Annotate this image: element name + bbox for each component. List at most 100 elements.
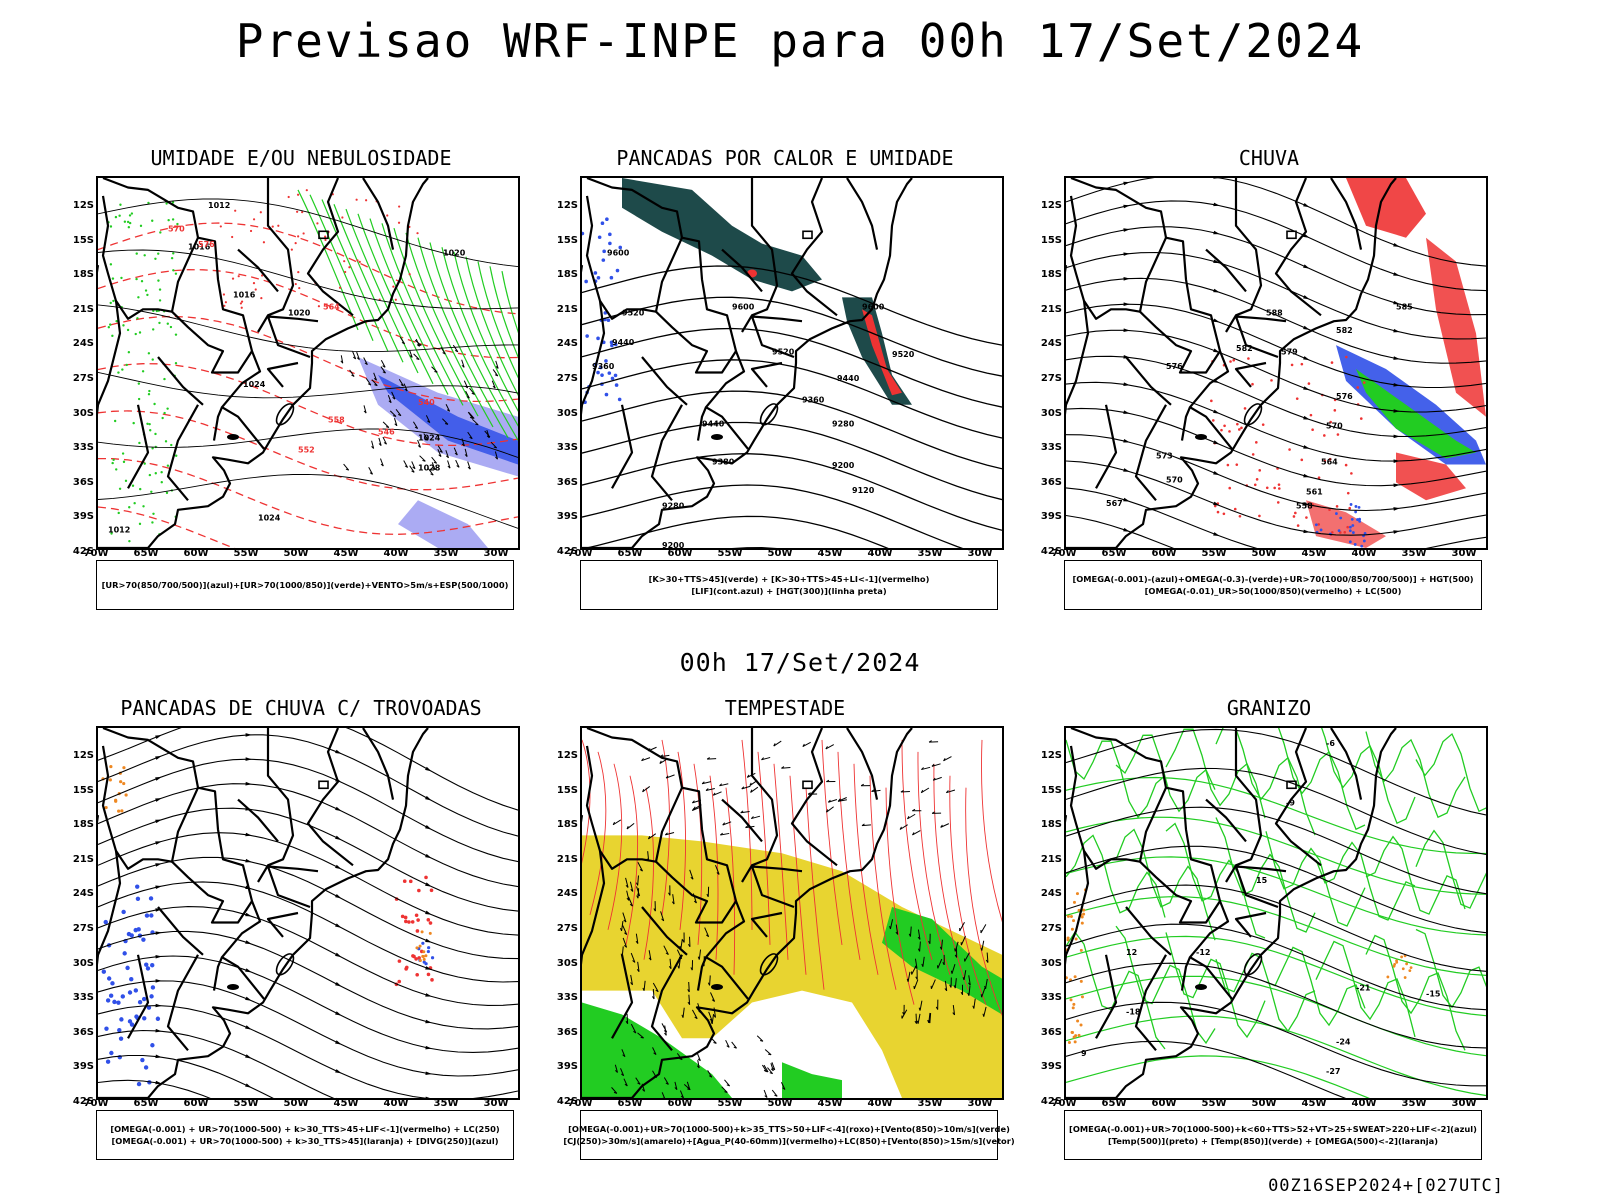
latitude-tick-label: 21S	[72, 303, 94, 315]
latitude-tick-label: 42S	[72, 1096, 94, 1107]
latitude-tick-label: 21S	[556, 853, 578, 865]
longitude-tick-label: 45W	[1301, 1098, 1327, 1109]
main-title: Previsao WRF-INPE para 00h 17/Set/2024	[235, 14, 1365, 68]
latitude-tick-label: 36S	[72, 1026, 94, 1038]
longitude-tick-label: 30W	[1451, 1098, 1477, 1109]
contour-label: 9600	[607, 249, 630, 258]
legend-text: [OMEGA(-0.001)+UR>70(1000-500)+k>35_TTS>…	[568, 1124, 1010, 1134]
longitude-tick-label: 65W	[1101, 1098, 1127, 1109]
contour-label: 567	[1106, 499, 1123, 508]
contour-label: 1016	[188, 243, 211, 252]
weather-map: 1012 1016 1016 1020 1024 1024 1028 1024 1012 1020…	[98, 178, 518, 548]
contour-label: 9600	[862, 302, 885, 311]
contour-label: 585	[1396, 302, 1413, 311]
latitude-tick-label: 27S	[72, 373, 94, 384]
longitude-tick-label: 40W	[383, 548, 409, 559]
contour-label: 9440	[612, 338, 635, 347]
contour-label: 9200	[832, 461, 855, 470]
longitude-tick-label: 45W	[1301, 548, 1327, 559]
latitude-tick-label: 39S	[556, 1061, 578, 1073]
panel-title: PANCADAS POR CALOR E UMIDADE	[616, 146, 954, 170]
latitude-tick-label: 30S	[556, 957, 578, 969]
latitude-tick-label: 27S	[1040, 373, 1062, 384]
longitude-tick-label: 55W	[233, 548, 259, 559]
contour-label: 1024	[258, 514, 281, 523]
legend-box: [OMEGA(-0.001) + UR>70(1000-500) + k>30_…	[96, 1110, 514, 1160]
contour-label: 9520	[772, 348, 795, 357]
contour-label: 1024	[243, 380, 266, 389]
contour-label: 9200	[662, 541, 685, 548]
legend-text: [LIF](cont.azul) + [HGT(300)](linha pret…	[691, 586, 887, 596]
contour-label: 15	[1256, 876, 1268, 885]
latitude-tick-label: 27S	[556, 923, 578, 934]
weather-map	[582, 728, 1002, 1098]
contour-label: 564	[323, 302, 340, 311]
weather-map: 588 585 582 582 579 576 573 570 567 564 561 558 576 5…	[1066, 178, 1486, 548]
latitude-tick-label: 36S	[1040, 1026, 1062, 1038]
map-frame	[580, 726, 1004, 1100]
latitude-tick-label: 12S	[72, 750, 94, 761]
latitude-tick-label: 33S	[1040, 992, 1062, 1004]
panel-pancadas-calor: PANCADAS POR CALOR E UMIDADE 9600 9520 9440…	[550, 146, 1020, 636]
longitude-tick-label: 70W	[1051, 548, 1077, 559]
latitude-tick-label: 21S	[556, 303, 578, 315]
legend-text: [OMEGA(-0.01)_UR>50(1000/850)(vermelho) …	[1144, 586, 1402, 596]
longitude-tick-label: 40W	[867, 1098, 893, 1109]
longitude-tick-label: 50W	[767, 1098, 793, 1109]
legend-text: [OMEGA(-0.001)-(azul)+OMEGA(-0.3)-(verde…	[1072, 574, 1474, 584]
latitude-tick-label: 24S	[72, 338, 94, 350]
latitude-tick-label: 12S	[72, 200, 94, 211]
latitude-tick-label: 27S	[556, 373, 578, 384]
longitude-tick-label: 30W	[1451, 548, 1477, 559]
latitude-tick-label: 15S	[72, 234, 94, 246]
contour-label: -27	[1326, 1067, 1340, 1076]
contour-label: -21	[1356, 984, 1371, 993]
latitude-tick-label: 21S	[1040, 853, 1062, 865]
latitude-tick-label: 15S	[556, 784, 578, 796]
latitude-tick-label: 24S	[1040, 338, 1062, 350]
longitude-tick-label: 45W	[817, 1098, 843, 1109]
contour-label: 573	[1156, 451, 1173, 460]
contour-label: 561	[1306, 487, 1323, 496]
longitude-tick-label: 65W	[133, 548, 159, 559]
longitude-tick-label: 65W	[133, 1098, 159, 1109]
contour-label: 9120	[852, 486, 875, 495]
contour-label: 9	[1081, 1049, 1087, 1058]
contour-label: 576	[1336, 392, 1353, 401]
latitude-tick-label: 39S	[72, 1061, 94, 1073]
map-frame: 1012 1016 1016 1020 1024 1024 1028 1024 1012 1020…	[96, 176, 520, 550]
latitude-tick-label: 30S	[1040, 407, 1062, 419]
latitude-tick-label: 15S	[556, 234, 578, 246]
longitude-tick-label: 55W	[717, 548, 743, 559]
latitude-tick-label: 24S	[72, 888, 94, 900]
latitude-tick-label: 36S	[556, 476, 578, 488]
legend-text: [OMEGA(-0.001)+UR>70(1000-500)+k<60+TTS>…	[1069, 1124, 1477, 1134]
contour-label: 558	[1296, 502, 1313, 511]
latitude-tick-label: 33S	[72, 442, 94, 454]
longitude-tick-label: 50W	[283, 1098, 309, 1109]
latitude-tick-label: 42S	[1040, 1096, 1062, 1107]
latitude-tick-label: 36S	[1040, 476, 1062, 488]
latitude-tick-label: 12S	[556, 750, 578, 761]
contour-label: 546	[378, 428, 395, 437]
longitude-tick-label: 60W	[183, 1098, 209, 1109]
weather-map: 9600 9520 9440 9360 9600 9520 9440 9360 9280 9200…	[582, 178, 1002, 548]
map-frame: 9600 9520 9440 9360 9600 9520 9440 9360 9280 9200…	[580, 176, 1004, 550]
latitude-tick-label: 18S	[72, 269, 94, 281]
legend-text: [CJ(250)>30m/s](amarelo)+[Agua_P(40-60mm…	[563, 1136, 1015, 1146]
forecast-time-label: 00h 17/Set/2024	[679, 648, 921, 677]
panel-umidade: UMIDADE E/OU NEBULOSIDADE 1012 1016 1016 102…	[66, 146, 536, 636]
longitude-tick-label: 65W	[617, 548, 643, 559]
longitude-tick-label: 70W	[83, 548, 109, 559]
contour-label: 12	[1126, 948, 1137, 957]
contour-label: 9440	[837, 374, 860, 383]
contour-label: 1020	[288, 308, 311, 317]
longitude-tick-label: 55W	[1201, 548, 1227, 559]
longitude-tick-label: 45W	[817, 548, 843, 559]
latitude-tick-label: 12S	[556, 200, 578, 211]
legend-text: [UR>70(850/700/500)](azul)+[UR>70(1000/8…	[101, 580, 509, 590]
longitude-tick-label: 35W	[917, 548, 943, 559]
weather-map: -6 -9 -12 -15 -18 -21 -24 -27 15 12 9	[1066, 728, 1486, 1098]
latitude-tick-label: 39S	[1040, 511, 1062, 523]
longitude-tick-label: 60W	[1151, 548, 1177, 559]
